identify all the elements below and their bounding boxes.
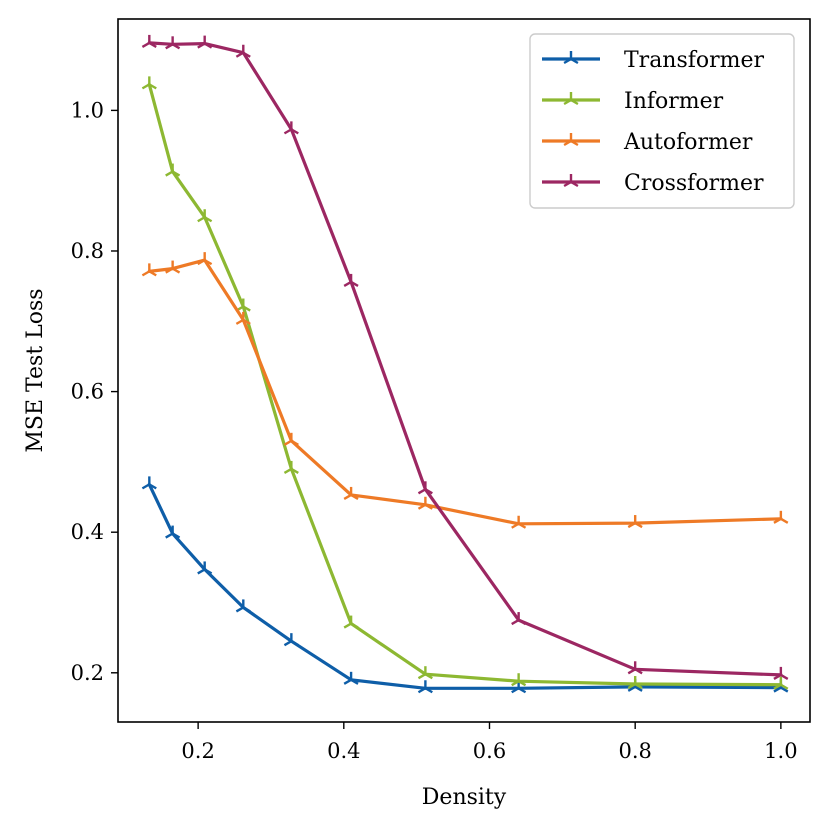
series-group: [141, 34, 789, 694]
y-tick-label: 0.4: [71, 520, 104, 544]
data-point-marker: [283, 633, 299, 647]
data-point-marker: [165, 163, 181, 177]
data-point-marker: [235, 311, 251, 325]
data-point-marker: [511, 612, 527, 626]
legend-label: Transformer: [624, 48, 765, 73]
data-point-marker: [417, 680, 433, 694]
data-point-marker: [343, 273, 359, 287]
data-point-marker: [235, 44, 251, 58]
data-point-marker: [773, 676, 789, 690]
x-axis-label: Density: [422, 785, 507, 810]
legend-item: Autoformer: [542, 130, 753, 155]
y-tick-label: 0.6: [71, 380, 104, 404]
legend-label: Informer: [624, 89, 724, 114]
series-transformer: [141, 476, 789, 694]
data-point-marker: [197, 252, 213, 266]
legend-label: Crossformer: [624, 171, 764, 196]
data-point-marker: [511, 673, 527, 687]
series-informer: [141, 76, 789, 690]
data-point-marker: [511, 515, 527, 529]
data-point-marker: [343, 615, 359, 629]
data-point-marker: [563, 133, 579, 147]
data-point-marker: [563, 174, 579, 188]
data-point-marker: [197, 209, 213, 223]
data-point-marker: [165, 260, 181, 274]
data-point-marker: [283, 460, 299, 474]
x-tick-label: 0.6: [473, 739, 506, 763]
y-axis-label: MSE Test Loss: [23, 288, 48, 452]
legend-label: Autoformer: [623, 130, 753, 155]
series-line: [147, 41, 783, 677]
x-tick-label: 0.4: [327, 739, 360, 763]
x-tick-label: 0.8: [618, 739, 651, 763]
series-line: [147, 258, 783, 526]
legend: Transformer Informer Autoformer Crossformer: [529, 33, 795, 209]
series-autoformer: [141, 252, 789, 529]
data-point-marker: [141, 263, 157, 277]
series-line: [147, 82, 783, 687]
data-point-marker: [563, 51, 579, 65]
y-tick-label: 0.2: [71, 661, 104, 685]
legend-box: [529, 33, 795, 209]
data-point-marker: [343, 671, 359, 685]
data-point-marker: [235, 599, 251, 613]
data-point-marker: [417, 496, 433, 510]
data-point-marker: [417, 481, 433, 495]
data-point-marker: [165, 36, 181, 50]
data-point-marker: [141, 34, 157, 48]
data-point-marker: [197, 561, 213, 575]
legend-item: Transformer: [542, 48, 765, 73]
x-tick-label: 1.0: [764, 739, 797, 763]
data-point-marker: [141, 76, 157, 90]
data-point-marker: [141, 476, 157, 490]
data-point-marker: [627, 661, 643, 675]
data-point-marker: [343, 486, 359, 500]
y-tick-label: 0.8: [71, 239, 104, 263]
axis-ticks: 0.2 0.4 0.6 0.8 1.0 0.2 0.4 0.6 0.8 1.0: [71, 98, 798, 763]
data-point-marker: [627, 515, 643, 529]
data-point-marker: [773, 510, 789, 524]
data-point-marker: [417, 666, 433, 680]
data-point-marker: [563, 92, 579, 106]
x-tick-label: 0.2: [181, 739, 214, 763]
axes-frame: [117, 18, 811, 723]
series-crossformer: [141, 34, 789, 680]
data-point-marker: [283, 121, 299, 135]
data-point-marker: [165, 525, 181, 539]
data-point-marker: [773, 666, 789, 680]
legend-item: Crossformer: [542, 171, 764, 196]
data-point-marker: [197, 35, 213, 49]
data-point-marker: [627, 676, 643, 690]
series-line: [147, 482, 783, 690]
legend-item: Informer: [542, 89, 724, 114]
y-tick-label: 1.0: [71, 98, 104, 122]
data-point-marker: [283, 432, 299, 446]
